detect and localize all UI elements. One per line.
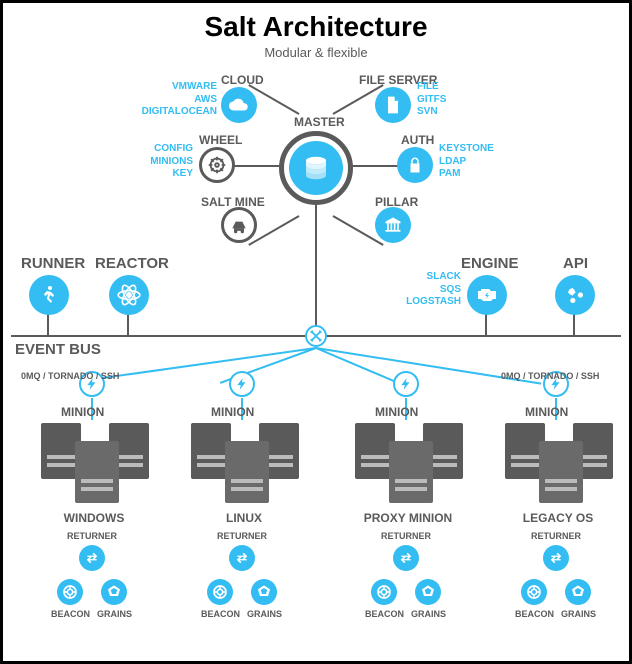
auth-sub: KEYSTONE LDAP PAM	[439, 143, 494, 181]
cloud-sub: VMWARE AWS DIGITALOCEAN	[135, 81, 217, 119]
returner-icon	[79, 545, 105, 571]
beacon-icon	[521, 579, 547, 605]
os-label: LEGACY OS	[503, 511, 613, 525]
beacon-icon	[371, 579, 397, 605]
runner-label: RUNNER	[21, 255, 85, 272]
saltmine-label: SALT MINE	[201, 195, 265, 209]
auth-icon	[397, 147, 433, 183]
fileserver-sub: FILE GITFS SVN	[417, 81, 446, 119]
cloud-label: CLOUD	[221, 73, 264, 87]
reactor-icon	[109, 275, 149, 315]
auth-label: AUTH	[401, 133, 434, 147]
api-icon	[555, 275, 595, 315]
os-label: LINUX	[189, 511, 299, 525]
grains-label: GRAINS	[97, 609, 132, 619]
cloud-icon	[221, 87, 257, 123]
grains-label: GRAINS	[411, 609, 446, 619]
wheel-sub: CONFIG MINIONS KEY	[123, 143, 193, 181]
returner-icon	[393, 545, 419, 571]
server-icon	[191, 423, 299, 503]
grains-icon	[101, 579, 127, 605]
grains-label: GRAINS	[561, 609, 596, 619]
server-icon	[355, 423, 463, 503]
runner-icon	[29, 275, 69, 315]
returner-label: RETURNER	[531, 531, 581, 541]
os-label: PROXY MINION	[353, 511, 463, 525]
master-label: MASTER	[294, 115, 345, 129]
beacon-icon	[57, 579, 83, 605]
grains-icon	[251, 579, 277, 605]
beacon-label: BEACON	[515, 609, 554, 619]
transport-left: 0MQ / TORNADO / SSH	[21, 371, 119, 381]
engine-sub: SLACK SQS LOGSTASH	[391, 271, 461, 309]
server-icon	[41, 423, 149, 503]
grains-icon	[565, 579, 591, 605]
returner-icon	[229, 545, 255, 571]
transport-right: 0MQ / TORNADO / SSH	[501, 371, 599, 381]
returner-label: RETURNER	[381, 531, 431, 541]
os-label: WINDOWS	[39, 511, 149, 525]
eventbus-label: EVENT BUS	[15, 341, 101, 358]
minion-label: MINION	[525, 405, 568, 419]
grains-label: GRAINS	[247, 609, 282, 619]
engine-icon	[467, 275, 507, 315]
grains-icon	[415, 579, 441, 605]
returner-label: RETURNER	[217, 531, 267, 541]
wheel-icon	[199, 147, 235, 183]
bolt-icon	[393, 371, 419, 397]
returner-icon	[543, 545, 569, 571]
beacon-label: BEACON	[201, 609, 240, 619]
fileserver-icon	[375, 87, 411, 123]
api-label: API	[563, 255, 588, 272]
wheel-label: WHEEL	[199, 133, 242, 147]
minion-label: MINION	[61, 405, 104, 419]
reactor-label: REACTOR	[95, 255, 169, 272]
pillar-label: PILLAR	[375, 195, 418, 209]
diagram: MASTER CLOUD VMWARE AWS DIGITALOCEAN FIL…	[3, 3, 629, 661]
saltmine-icon	[221, 207, 257, 243]
returner-label: RETURNER	[67, 531, 117, 541]
beacon-label: BEACON	[51, 609, 90, 619]
pillar-icon	[375, 207, 411, 243]
bolt-icon	[229, 371, 255, 397]
engine-label: ENGINE	[461, 255, 519, 272]
server-icon	[505, 423, 613, 503]
minion-label: MINION	[211, 405, 254, 419]
beacon-label: BEACON	[365, 609, 404, 619]
master-node	[279, 131, 353, 205]
beacon-icon	[207, 579, 233, 605]
minion-label: MINION	[375, 405, 418, 419]
bus-junction-icon	[305, 325, 327, 347]
